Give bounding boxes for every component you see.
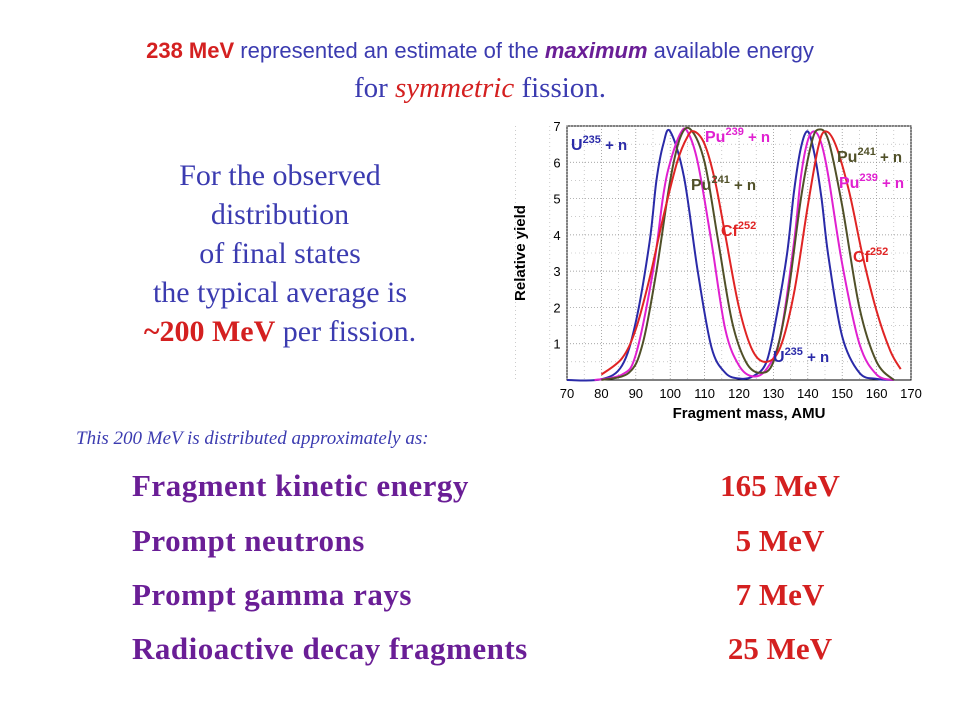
row-value-decay: 25 MeV [727,631,833,666]
row-label-decay: Radioactive decay fragments [132,631,528,666]
header-line-1: 238 MeV represented an estimate of the m… [0,38,960,64]
series-annotation: Cf252 [721,220,756,240]
y-tick-label: 5 [553,192,560,207]
header-line-2-start: for [353,72,396,104]
y-tick-label: 4 [553,228,560,243]
y-tick-label: 3 [553,264,560,279]
y-tick-label: 1 [553,337,560,352]
observed-line-5-rest: per fission. [275,315,417,348]
x-tick-label: 170 [900,386,922,401]
row-label-neutrons: Prompt neutrons [132,523,365,558]
row-value-gamma: 7 MeV [735,577,825,612]
maximum-emphasis: maximum [544,38,648,63]
symmetric-emphasis: symmetric [395,72,515,104]
x-tick-label: 70 [560,386,574,401]
x-tick-label: 100 [659,386,681,401]
row-value-neutrons: 5 MeV [735,523,825,558]
x-axis-title: Fragment mass, AMU [673,405,826,422]
observed-line-1: For the observed [179,159,381,192]
x-tick-label: 130 [763,386,785,401]
row-value-kinetic: 165 MeV [720,468,840,503]
header-line-2-end: fission. [514,72,607,104]
series-annotation: Pu241 + n [837,146,902,166]
x-tick-label: 160 [866,386,888,401]
observed-line-4: the typical average is [152,276,408,309]
fission-yield-chart-svg: 70 80 90 100 110 120 130 140 150 160 170 1 2 3 4 5 6 7 Fra… [512,119,922,422]
x-tick-label: 110 [694,386,715,401]
distribution-title: This 200 MeV is distributed approximatel… [76,428,429,449]
series-annotation: Pu241 + n [691,174,756,194]
average-energy-value: ~200 MeV [143,315,276,348]
x-tick-label: 120 [728,386,750,401]
series-annotation: U235 + n [773,346,829,366]
row-label-kinetic: Fragment kinetic energy [132,468,469,503]
series-line-2 [601,126,895,381]
header-line-2: for symmetric fission. [0,72,960,105]
series-annotation: Pu239 + n [839,172,904,192]
x-tick-label: 80 [594,386,608,401]
series-line-3 [600,130,902,376]
y-tick-label: 2 [553,300,560,315]
observed-line-3: of final states [199,237,361,270]
x-tick-label: 140 [797,386,819,401]
observed-line-2: distribution [210,198,350,231]
y-tick-label: 6 [553,155,560,170]
header-line-1-mid: represented an estimate of the [234,38,545,63]
x-tick-label: 90 [629,386,643,401]
series-annotation: Pu239 + n [705,126,770,146]
header-line-1-end: available energy [647,38,814,63]
observed-line-5: ~200 MeV per fission. [70,312,490,351]
y-tick-label: 7 [553,119,560,134]
series-annotation: Cf252 [853,246,888,266]
y-axis-title: Relative yield [512,205,529,301]
series-line-1 [594,127,895,381]
observed-distribution-text: For the observed distribution of final s… [70,156,490,351]
row-label-gamma: Prompt gamma rays [132,577,412,612]
series-annotation: U235 + n [571,134,627,154]
max-energy-value: 238 MeV [146,38,235,63]
fission-yield-chart: 70 80 90 100 110 120 130 140 150 160 170 1 2 3 4 5 6 7 Fra… [505,118,925,434]
x-tick-label: 150 [831,386,853,401]
